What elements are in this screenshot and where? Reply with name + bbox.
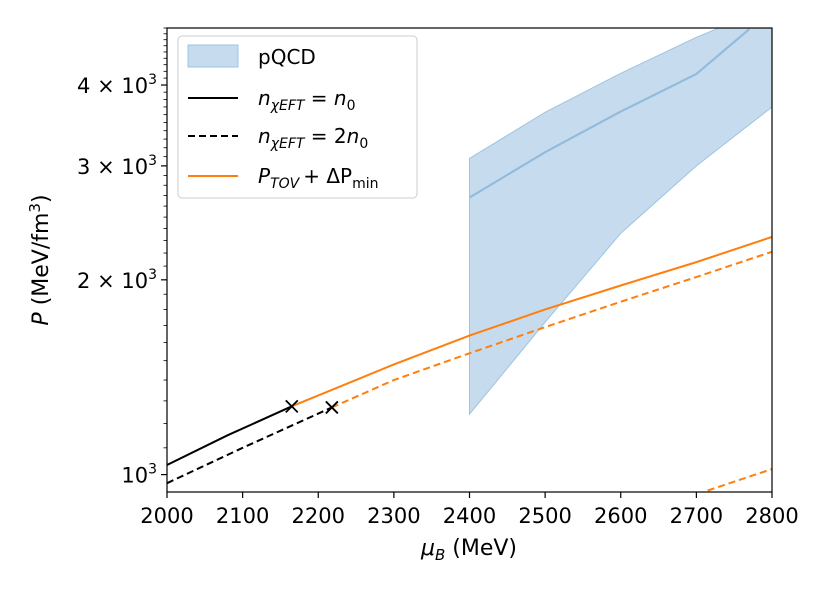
x-axis-label: μB (MeV) [420, 536, 517, 564]
series-line-3 [167, 406, 333, 485]
legend-label-tov: PTOV + ΔPmin [258, 164, 378, 192]
marker-x-1 [325, 400, 339, 415]
legend-swatch-pqcd [187, 44, 239, 68]
y-tick-label-1000: 103 [121, 462, 157, 488]
y-tick-label-4000: 4 × 103 [77, 72, 157, 98]
y-tick-label-3000: 3 × 103 [77, 153, 157, 179]
pqcd-band [469, 28, 772, 416]
legend-label-n2: nχEFT = 2n0 [258, 124, 368, 152]
series-line-5 [331, 250, 772, 409]
axis-ticks: 2000 2100 2200 2300 2400 2500 2600 2700 2800 103 2… [77, 27, 799, 528]
x-tick-label-2700: 2700 [670, 504, 723, 528]
legend: pQCD nχEFT = n0 nχEFT = 2n0 PTOV + ΔPmin [177, 35, 418, 199]
legend-label-pqcd: pQCD [258, 45, 316, 69]
y-axis-label: P (MeV/fm3) [26, 194, 54, 325]
x-tick-label-2300: 2300 [367, 504, 420, 528]
x-tick-label-2000: 2000 [140, 504, 193, 528]
legend-label-n1: nχEFT = n0 [258, 86, 356, 114]
marker-x-0 [285, 399, 299, 413]
y-tick-label-2000: 2 × 103 [77, 267, 157, 293]
x-tick-label-2800: 2800 [745, 504, 798, 528]
plot-area [167, 28, 772, 492]
legend-frame [177, 35, 418, 199]
series-line-2 [167, 405, 293, 466]
x-tick-label-2600: 2600 [594, 504, 647, 528]
x-tick-label-2100: 2100 [216, 504, 269, 528]
x-tick-label-2200: 2200 [292, 504, 345, 528]
series-line-4 [291, 235, 772, 408]
x-tick-label-2500: 2500 [518, 504, 571, 528]
series-line-6 [707, 468, 772, 492]
x-tick-label-2400: 2400 [443, 504, 496, 528]
series-line-1 [468, 28, 751, 199]
